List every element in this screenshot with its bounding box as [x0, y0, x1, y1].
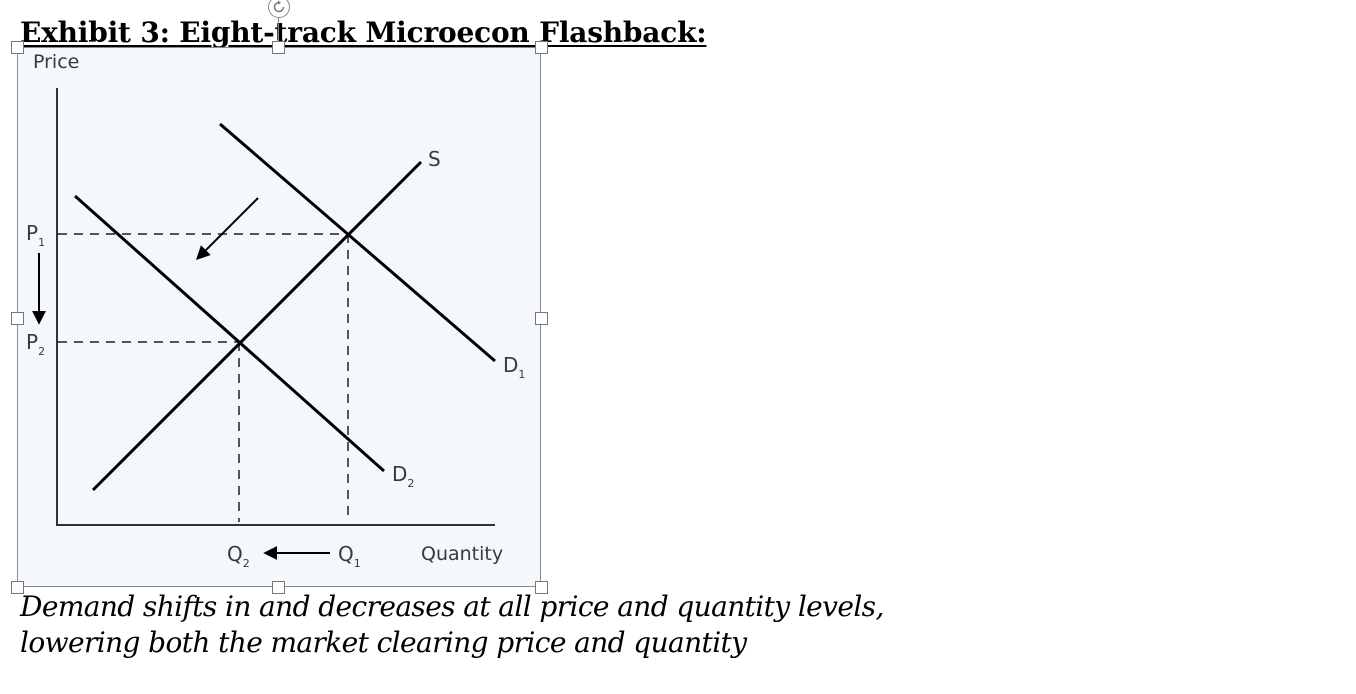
supply-demand-figure[interactable]: Price Quantity S D1 D2 P1 P2: [17, 47, 541, 587]
price-2-subscript: 2: [38, 345, 45, 358]
y-axis-label: Price: [33, 51, 79, 73]
resize-handle-bottom-left[interactable]: [11, 581, 24, 594]
resize-handle-top-center[interactable]: [272, 41, 285, 54]
resize-handle-top-right[interactable]: [535, 41, 548, 54]
quantity-1-label: Q1: [338, 542, 361, 570]
rotate-handle[interactable]: [268, 0, 290, 18]
rotate-icon: [273, 0, 285, 13]
demand-2-label: D2: [392, 462, 414, 490]
resize-handle-bottom-right[interactable]: [535, 581, 548, 594]
quantity-1-subscript: 1: [354, 557, 361, 570]
price-1-label: P1: [26, 221, 45, 249]
demand-shift-arrow: [196, 197, 259, 260]
exhibit-title: Exhibit 3: Eight-track Microecon Flashba…: [20, 16, 707, 49]
resize-handle-middle-right[interactable]: [535, 312, 548, 325]
resize-handle-bottom-center[interactable]: [272, 581, 285, 594]
price-2-letter: P: [26, 330, 38, 354]
demand-1-subscript: 1: [518, 368, 525, 381]
x-axis-label: Quantity: [421, 543, 503, 565]
demand-2-subscript: 2: [407, 477, 414, 490]
supply-demand-diagram: Price Quantity S D1 D2 P1 P2: [26, 51, 525, 570]
price-1-subscript: 1: [38, 236, 45, 249]
demand-1-letter: D: [503, 353, 518, 377]
quantity-1-letter: Q: [338, 542, 354, 566]
demand-curve-1: [219, 122, 496, 363]
quantity-2-label: Q2: [227, 542, 250, 570]
caption-line-2: lowering both the market clearing price …: [20, 626, 747, 659]
demand-1-label: D1: [503, 353, 525, 381]
price-1-letter: P: [26, 221, 38, 245]
supply-label: S: [428, 147, 441, 171]
demand-2-letter: D: [392, 462, 407, 486]
resize-handle-top-left[interactable]: [11, 41, 24, 54]
price-2-label: P2: [26, 330, 45, 358]
quantity-2-letter: Q: [227, 542, 243, 566]
quantity-2-subscript: 2: [243, 557, 250, 570]
resize-handle-middle-left[interactable]: [11, 312, 24, 325]
figure-caption: Demand shifts in and decreases at all pr…: [20, 589, 1020, 661]
rotate-handle-stem: [278, 18, 279, 48]
caption-line-1: Demand shifts in and decreases at all pr…: [20, 590, 884, 623]
supply-curve: [91, 160, 423, 492]
demand-curve-2: [74, 194, 385, 473]
